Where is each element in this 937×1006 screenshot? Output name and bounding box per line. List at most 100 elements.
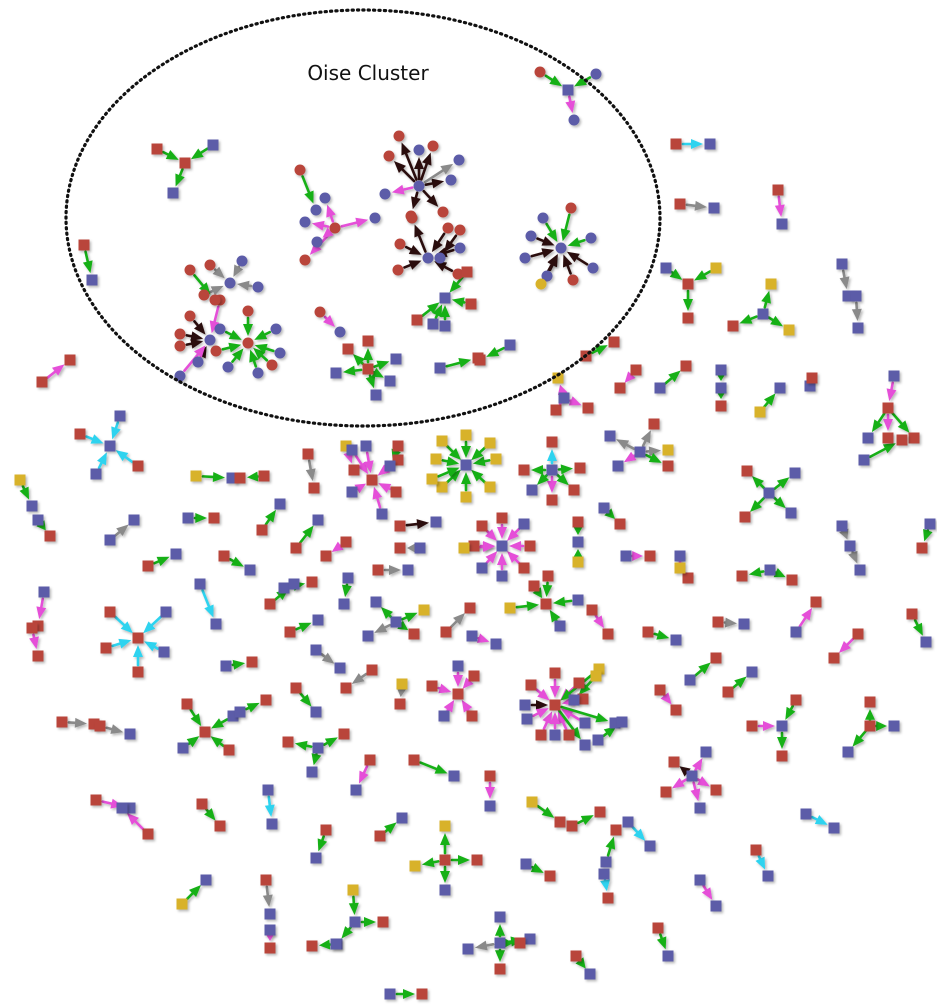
cluster-outline: [64, 8, 662, 428]
graph-node-239: [372, 564, 384, 576]
graph-node-273: [670, 634, 682, 646]
graph-node-387: [762, 870, 774, 882]
graph-node-370: [310, 852, 322, 864]
graph-node-344: [594, 806, 606, 818]
graph-edge-105: [246, 471, 260, 482]
graph-edge-106: [305, 459, 316, 482]
graph-node-174: [568, 484, 580, 496]
graph-node-306: [593, 663, 605, 675]
graph-edge-255: [264, 795, 275, 818]
graph-node-13: [437, 206, 449, 218]
graph-edge-70: [444, 234, 458, 253]
graph-node-160: [490, 453, 502, 465]
graph-edge-15: [536, 236, 555, 246]
graph-edge-32: [322, 227, 334, 238]
graph-edge-211: [557, 711, 568, 730]
graph-edge-137: [749, 496, 766, 513]
graph-node-121: [715, 382, 727, 394]
graph-edge-240: [602, 726, 617, 738]
graph-node-113: [582, 402, 594, 414]
graph-node-176: [604, 430, 616, 442]
graph-edge-202: [437, 683, 452, 694]
graph-node-188: [896, 434, 908, 446]
graph-node-136: [26, 500, 38, 512]
graph-node-392: [176, 898, 188, 910]
graph-edge-179: [201, 589, 214, 618]
graph-node-47: [174, 328, 186, 340]
graph-node-199: [414, 542, 426, 554]
graph-node-39: [319, 192, 331, 204]
graph-node-412: [652, 922, 664, 934]
graph-node-77: [294, 164, 306, 176]
graph-edge-53: [249, 349, 259, 368]
graph-node-139: [44, 530, 56, 542]
graph-node-42: [461, 266, 473, 278]
graph-node-68: [330, 367, 342, 379]
graph-edge-95: [891, 411, 910, 433]
graph-node-105: [836, 258, 848, 270]
graph-node-207: [476, 562, 488, 574]
graph-node-204: [496, 570, 508, 582]
graph-node-241: [38, 586, 50, 598]
graph-node-364: [116, 802, 128, 814]
graph-node-108: [852, 322, 864, 334]
graph-node-53: [204, 334, 216, 346]
graph-node-5: [207, 139, 219, 151]
graph-edge-282: [656, 933, 667, 950]
graph-node-30: [454, 242, 466, 254]
graph-node-372: [396, 812, 408, 824]
graph-node-238: [338, 598, 350, 610]
graph-edge-182: [401, 612, 418, 623]
graph-node-181: [634, 446, 646, 458]
graph-edge-262: [530, 863, 544, 873]
graph-edge-67: [445, 358, 472, 368]
graph-node-150: [346, 444, 358, 456]
graph-edge-18: [562, 254, 573, 275]
graph-node-110: [608, 336, 620, 348]
graph-node-19: [585, 232, 597, 244]
graph-node-162: [460, 491, 472, 503]
graph-node-359: [864, 696, 876, 708]
graph-node-342: [554, 816, 566, 828]
graph-edge-63: [371, 367, 384, 378]
graph-node-232: [244, 564, 256, 576]
graph-edge-121: [445, 444, 462, 461]
graph-node-383: [644, 840, 656, 852]
graph-edge-190: [552, 596, 573, 607]
graph-edge-257: [384, 822, 397, 834]
graph-node-277: [810, 596, 822, 608]
graph-edge-166: [153, 556, 170, 567]
graph-node-198: [430, 516, 442, 528]
graph-node-74: [362, 363, 374, 375]
graph-node-283: [246, 656, 258, 668]
graph-edge-249: [852, 730, 867, 747]
graph-edge-98: [111, 421, 121, 440]
graph-edge-46: [224, 330, 242, 340]
graph-node-252: [210, 618, 222, 630]
graph-edge-113: [363, 451, 374, 474]
graph-edge-135: [751, 475, 766, 490]
graph-node-97: [660, 262, 672, 274]
graph-edge-34: [326, 204, 336, 223]
graph-node-294: [466, 710, 478, 722]
graph-edge-28: [434, 261, 454, 273]
graph-edge-43: [185, 338, 204, 349]
graph-node-390: [694, 874, 706, 886]
graph-node-175: [546, 464, 558, 476]
graph-node-112: [550, 404, 562, 416]
graph-edge-199: [320, 652, 335, 664]
graph-node-194: [312, 514, 324, 526]
graph-edge-99: [97, 452, 107, 470]
graph-node-81: [434, 362, 446, 374]
graph-node-127: [862, 432, 874, 444]
graph-node-382: [622, 816, 634, 828]
graph-node-409: [494, 937, 506, 949]
graph-edge-237: [485, 781, 495, 799]
graph-node-347: [746, 720, 758, 732]
graph-node-249: [132, 666, 144, 678]
graph-edge-86: [568, 396, 582, 406]
graph-node-166: [484, 437, 496, 449]
graph-node-407: [494, 963, 506, 975]
graph-node-67: [224, 277, 236, 289]
graph-node-242: [32, 620, 44, 632]
